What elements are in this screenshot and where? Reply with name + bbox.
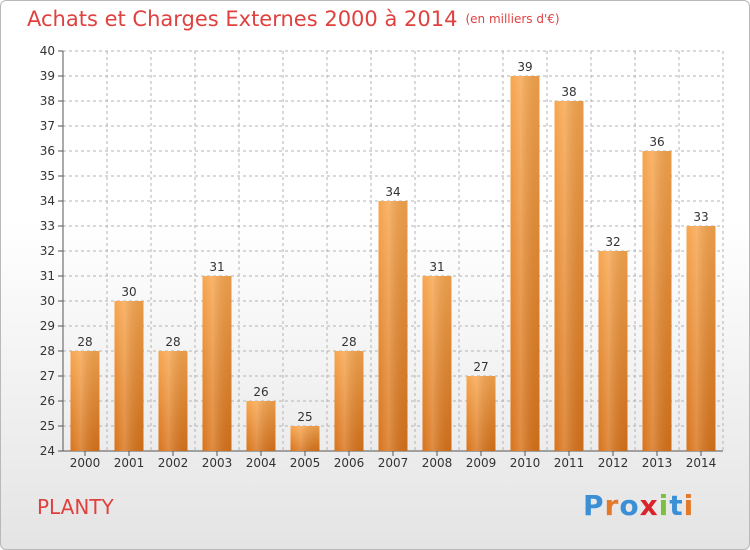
y-tick-label: 29 — [40, 319, 55, 333]
data-label-2004: 26 — [253, 385, 268, 399]
bar-shine — [158, 351, 188, 451]
y-tick-label: 24 — [40, 444, 55, 458]
y-tick-label: 34 — [40, 194, 55, 208]
y-tick-label: 33 — [40, 219, 55, 233]
data-label-2001: 30 — [121, 285, 136, 299]
data-label-2006: 28 — [341, 335, 356, 349]
x-tick-label-2009: 2009 — [466, 456, 497, 470]
x-tick-label-2004: 2004 — [246, 456, 277, 470]
data-label-2007: 34 — [385, 185, 400, 199]
bar-shine — [290, 426, 320, 451]
bar-shine — [686, 226, 716, 451]
bar-shine — [554, 101, 584, 451]
x-tick-label-2006: 2006 — [334, 456, 365, 470]
bar-shine — [422, 276, 452, 451]
y-tick-label: 26 — [40, 394, 55, 408]
data-label-2013: 36 — [649, 135, 664, 149]
logo-letter: o — [619, 489, 640, 522]
bar-shine — [598, 251, 628, 451]
y-tick-label: 27 — [40, 369, 55, 383]
x-tick-label-2012: 2012 — [598, 456, 629, 470]
x-tick-label-2010: 2010 — [510, 456, 541, 470]
chart-title-text: Achats et Charges Externes 2000 à 2014 — [27, 7, 458, 31]
y-tick-label: 31 — [40, 269, 55, 283]
data-label-2011: 38 — [561, 85, 576, 99]
data-label-2000: 28 — [77, 335, 92, 349]
x-tick-label-2007: 2007 — [378, 456, 409, 470]
bar-shine — [642, 151, 672, 451]
y-tick-label: 38 — [40, 94, 55, 108]
y-tick-label: 36 — [40, 144, 55, 158]
data-label-2012: 32 — [605, 235, 620, 249]
y-tick-label: 30 — [40, 294, 55, 308]
y-tick-label: 28 — [40, 344, 55, 358]
logo-letter: i — [658, 489, 670, 522]
bar-shine — [466, 376, 496, 451]
commune-name: PLANTY — [37, 495, 114, 519]
x-tick-label-2001: 2001 — [114, 456, 145, 470]
data-label-2009: 27 — [473, 360, 488, 374]
x-tick-label-2000: 2000 — [70, 456, 101, 470]
x-tick-label-2003: 2003 — [202, 456, 233, 470]
logo-letter: r — [604, 489, 620, 522]
bar-shine — [334, 351, 364, 451]
logo-letter: t — [669, 489, 684, 522]
logo-letter: x — [639, 489, 659, 522]
data-label-2010: 39 — [517, 60, 532, 74]
y-tick-label: 40 — [40, 44, 55, 58]
bar-shine — [378, 201, 408, 451]
data-label-2005: 25 — [297, 410, 312, 424]
y-tick-label: 37 — [40, 119, 55, 133]
logo-letter: i — [683, 489, 695, 522]
bar-shine — [70, 351, 100, 451]
x-tick-label-2011: 2011 — [554, 456, 585, 470]
data-label-2008: 31 — [429, 260, 444, 274]
bar-shine — [114, 301, 144, 451]
chart-subtitle: (en milliers d'€) — [465, 12, 560, 26]
data-label-2014: 33 — [693, 210, 708, 224]
y-tick-label: 25 — [40, 419, 55, 433]
bar-shine — [202, 276, 232, 451]
proxiti-logo[interactable]: Proxiti — [583, 489, 694, 522]
x-tick-label-2002: 2002 — [158, 456, 189, 470]
x-tick-label-2005: 2005 — [290, 456, 321, 470]
x-tick-label-2013: 2013 — [642, 456, 673, 470]
chart-title: Achats et Charges Externes 2000 à 2014 (e… — [27, 7, 560, 31]
y-tick-label: 35 — [40, 169, 55, 183]
y-tick-label: 39 — [40, 69, 55, 83]
y-tick-label: 32 — [40, 244, 55, 258]
data-label-2002: 28 — [165, 335, 180, 349]
data-label-2003: 31 — [209, 260, 224, 274]
x-tick-label-2008: 2008 — [422, 456, 453, 470]
bars — [70, 76, 716, 451]
bar-shine — [246, 401, 276, 451]
x-tick-label-2014: 2014 — [686, 456, 717, 470]
bar-shine — [510, 76, 540, 451]
labels: 24 25 26 27 28 29 30 31 32 33 34 35 36 37 38 39 40 28 2000… — [40, 44, 717, 470]
logo-letter: P — [583, 489, 605, 522]
